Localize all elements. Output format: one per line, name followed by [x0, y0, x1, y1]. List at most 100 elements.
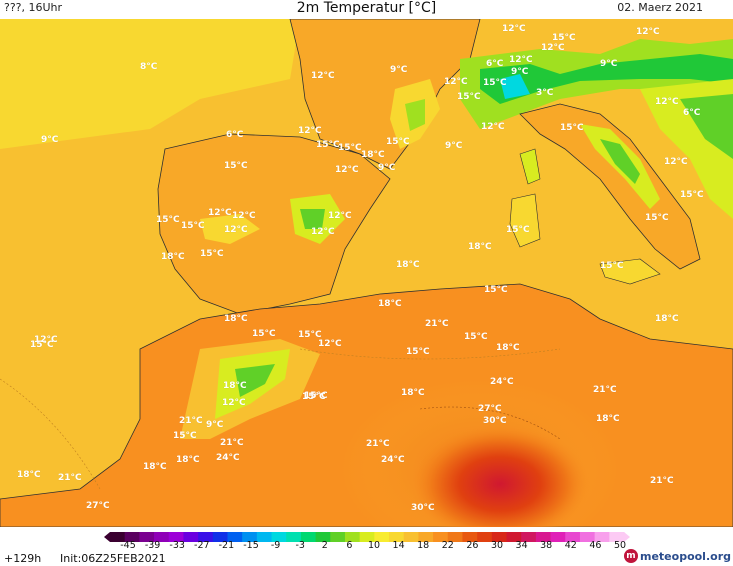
temperature-label: 15°C	[680, 190, 704, 200]
temperature-label: 15°C	[252, 329, 276, 339]
temperature-label: 12°C	[664, 157, 688, 167]
temperature-label: 15°C	[302, 392, 326, 402]
temperature-label: 15°C	[338, 143, 362, 153]
temperature-label: 18°C	[596, 414, 620, 424]
isotherm-line	[419, 406, 561, 440]
colorbar-segment	[609, 532, 625, 542]
france-land	[289, 19, 481, 170]
temperature-label: 18°C	[176, 455, 200, 465]
temperature-label: 27°C	[86, 501, 110, 511]
colorbar-tick-label: 46	[589, 540, 602, 551]
temperature-label: 6°C	[226, 130, 244, 140]
temperature-label: 12°C	[298, 126, 322, 136]
colorbar-arrow-right	[624, 532, 630, 542]
temperature-label: 9°C	[445, 141, 463, 151]
colorbar-tick-label: 2	[321, 540, 328, 551]
colorbar-tick-label: 30	[490, 540, 504, 551]
alps-peaks	[500, 74, 530, 99]
temperature-label: 18°C	[655, 314, 679, 324]
temperature-label: 30°C	[483, 416, 507, 426]
iberia-land	[157, 133, 391, 315]
temperature-label: 15°C	[645, 213, 669, 223]
colorbar-segment	[594, 532, 610, 542]
meteopool-logo: m meteopool.org	[624, 548, 731, 564]
temperature-label: 12°C	[224, 225, 248, 235]
colorbar-segment	[286, 532, 302, 542]
temperature-label: 18°C	[223, 381, 247, 391]
isotherm-line	[299, 348, 561, 360]
temperature-label: 9°C	[206, 420, 224, 430]
alps-cold-core	[480, 54, 733, 104]
temperature-label: 12°C	[222, 398, 246, 408]
colorbar-tick-label: 22	[441, 540, 454, 551]
temperature-label: 15°C	[316, 140, 340, 150]
temperature-label: 21°C	[366, 439, 390, 449]
temperature-label: 12°C	[541, 43, 565, 53]
colorbar-segment	[183, 532, 199, 542]
temperature-label: 21°C	[58, 473, 82, 483]
colorbar-segment	[242, 532, 258, 542]
temperature-label: 12°C	[509, 55, 533, 65]
colorbar-tick-label: -3	[295, 540, 305, 551]
temperature-label: 15°C	[484, 285, 508, 295]
temperature-label: 15°C	[560, 123, 584, 133]
colorbar-tick-label: 42	[564, 540, 577, 551]
logo-icon: m	[624, 549, 638, 563]
temperature-label: 24°C	[216, 453, 240, 463]
temperature-label: 12°C	[502, 24, 526, 34]
colorbar-tick-label: -9	[270, 540, 281, 551]
temperature-label: 12°C	[34, 335, 58, 345]
temperature-label: 9°C	[378, 163, 396, 173]
footer: -45 -39 -33 -27 -21 -15 -9 -3 2 6 10 14 18 22 26 30 34 38…	[0, 527, 733, 566]
temperature-label: 15°C	[304, 391, 328, 401]
balkans-highlands	[680, 94, 733, 159]
temperature-label: 12°C	[311, 71, 335, 81]
colorbar-segment	[330, 532, 346, 542]
colorbar-tick-label: 38	[540, 540, 553, 551]
forecast-time: ???, 16Uhr	[4, 1, 63, 14]
temperature-label: 15°C	[156, 215, 180, 225]
colorbar-segment	[462, 532, 478, 542]
temperature-field	[0, 19, 733, 527]
temperature-label: 12°C	[328, 211, 352, 221]
temperature-label: 9°C	[600, 59, 618, 69]
colorbar-segment	[256, 532, 273, 542]
colorbar-segment	[359, 532, 375, 542]
colorbar-tick-label: 18	[417, 540, 430, 551]
temperature-label: 18°C	[401, 388, 425, 398]
forecast-date: 02. Maerz 2021	[617, 1, 703, 14]
sahara-hot-core	[410, 424, 590, 527]
colorbar-tick-label: -21	[218, 540, 235, 551]
colorbar-tick-label: 26	[466, 540, 479, 551]
temperature-label: 18°C	[17, 470, 41, 480]
temperature-label: 6°C	[683, 108, 701, 118]
colorbar-tick-label: -45	[120, 540, 136, 551]
temperature-label: 15°C	[224, 161, 248, 171]
temperature-label: 30°C	[411, 503, 435, 513]
temperature-label: 18°C	[496, 343, 520, 353]
temperature-label: 21°C	[220, 438, 244, 448]
iberia-meseta	[200, 214, 260, 244]
temperature-label: 12°C	[311, 227, 335, 237]
colorbar-tick-label: 50	[613, 540, 627, 551]
apennines-core	[600, 139, 640, 184]
temperature-label: 12°C	[318, 339, 342, 349]
temperature-label: 15°C	[298, 330, 322, 340]
temperature-label: 15°C	[457, 92, 481, 102]
colorbar-segment	[403, 532, 419, 542]
temperature-label: 15°C	[181, 221, 205, 231]
temperature-label: 18°C	[361, 150, 385, 160]
colorbar-segment	[110, 532, 126, 542]
temperature-label: 18°C	[468, 242, 492, 252]
temperature-label: 12°C	[481, 122, 505, 132]
temperature-label: 18°C	[224, 314, 248, 324]
iberia-high-terrain-core	[300, 209, 325, 229]
temperature-label: 12°C	[444, 77, 468, 87]
map-title: 2m Temperatur [°C]	[296, 0, 437, 16]
temperature-label: 27°C	[478, 404, 502, 414]
colorbar-tick-label: 34	[515, 540, 528, 551]
italy-land	[519, 103, 701, 270]
colorbar-tick-label: -15	[243, 540, 259, 551]
colorbar-segment	[535, 532, 552, 542]
temperature-label: 15°C	[173, 431, 197, 441]
